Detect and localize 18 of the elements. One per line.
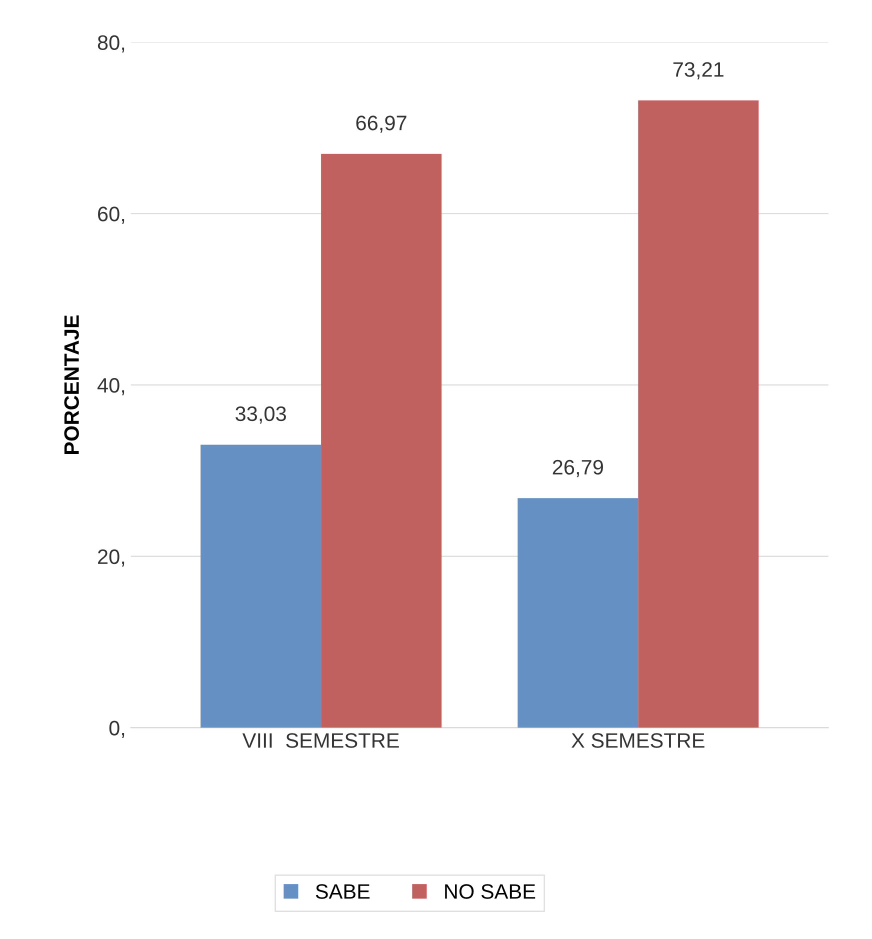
- y-axis-title: PORCENTAJE: [64, 315, 79, 454]
- bar: [518, 498, 638, 728]
- x-tick-label: X SEMESTRE: [571, 733, 704, 748]
- bar: [200, 444, 322, 728]
- data-label: 66,97: [356, 116, 406, 133]
- legend-label: NO SABE: [445, 884, 536, 899]
- x-tick-label: VIII SEMESTRE: [242, 733, 399, 748]
- y-tick-label: 80,: [98, 35, 124, 52]
- bar: [321, 154, 442, 728]
- y-tick-label: 0,: [109, 720, 124, 738]
- data-label: 26,79: [552, 460, 603, 478]
- y-tick-label: 40,: [97, 378, 124, 396]
- legend-label: SABE: [316, 884, 370, 899]
- bar: [638, 100, 759, 728]
- data-label: 73,21: [673, 62, 724, 80]
- y-tick-label: 20,: [98, 549, 124, 567]
- y-tick-label: 60,: [98, 206, 124, 224]
- data-label: 33,03: [236, 406, 286, 424]
